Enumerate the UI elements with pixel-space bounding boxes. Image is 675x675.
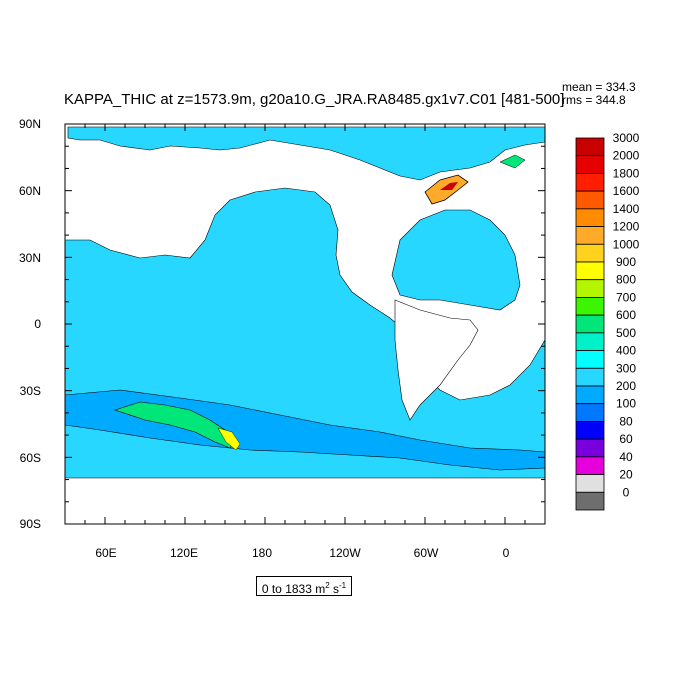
rms-stat: rms = 344.8 [562,93,626,107]
lon-label-60e: 60E [95,546,116,560]
colorbar-label: 40 [619,450,633,464]
colorbar: 3000200018001600140012001000900800700600… [575,131,640,511]
colorbar-box [575,456,605,475]
colorbar-box [575,474,605,493]
mean-stat: mean = 334.3 [562,80,636,94]
colorbar-label: 800 [616,273,636,287]
colorbar-label: 0 [623,485,630,499]
colorbar-label: 1400 [613,202,640,216]
colorbar-box [575,403,605,422]
colorbar-label: 1000 [613,237,640,251]
colorbar-label: 100 [616,397,636,411]
colorbar-label: 3000 [613,131,640,145]
lat-label-90s: 90S [20,517,41,531]
colorbar-box [575,226,605,245]
colorbar-label: 700 [616,290,636,304]
colorbar-label: 1200 [613,220,640,234]
lat-label-30n: 30N [19,251,41,265]
arctic-ocean [67,126,545,181]
lat-label-90n: 90N [19,117,41,131]
range-label: 0 to 1833 m2 s-1 [256,576,352,596]
colorbar-label: 2000 [613,149,640,163]
colorbar-box [575,261,605,281]
colorbar-label: 300 [616,361,636,375]
colorbar-box [575,155,605,174]
lon-label-60w: 60W [414,546,439,560]
colorbar-label: 200 [616,379,636,393]
colorbar-box [575,190,605,210]
range-sup2: -1 [339,581,347,590]
range-sup1: 2 [325,581,330,590]
colorbar-box [575,314,605,334]
lon-axis: 60E 120E 180 120W 60W 0 [95,546,509,560]
atlantic-ocean [391,209,521,311]
plot-title: KAPPA_THIC at z=1573.9m, g20a10.G_JRA.RA… [64,91,564,108]
map-field [65,124,545,524]
lon-label-180: 180 [252,546,272,560]
colorbar-box [575,208,605,227]
colorbar-box [575,421,605,440]
colorbar-label: 60 [619,432,633,446]
colorbar-label: 1600 [613,184,640,198]
colorbar-label: 500 [616,326,636,340]
lat-label-30s: 30S [20,384,41,398]
nordic-spot [499,154,526,169]
colorbar-box [575,491,605,511]
colorbar-box [575,279,605,298]
africa-land [394,299,479,421]
lon-label-0: 0 [503,546,510,560]
labrador-core [440,182,458,190]
lat-label-0: 0 [34,317,41,331]
colorbar-label: 20 [619,468,633,482]
colorbar-box [575,385,605,405]
colorbar-box [575,137,605,157]
axis-ticks [64,123,546,525]
lat-label-60n: 60N [19,184,41,198]
lon-label-120w: 120W [329,546,361,560]
lat-axis: 90N 60N 30N 0 30S 60S 90S [19,117,41,531]
range-mid: s [329,582,340,596]
colorbar-box [575,297,605,316]
antarctica-land [65,480,545,524]
colorbar-label: 600 [616,308,636,322]
colorbar-box [575,350,605,369]
lon-label-120e: 120E [170,546,198,560]
lat-label-60s: 60S [20,451,41,465]
drake-core [217,427,241,451]
colorbar-box [575,332,605,351]
colorbar-label: 400 [616,344,636,358]
colorbar-box [575,243,605,263]
colorbar-box [575,367,605,387]
colorbar-label: 80 [619,414,633,428]
colorbar-box [575,438,605,458]
range-prefix: 0 to 1833 m [261,582,326,596]
colorbar-label: 900 [616,255,636,269]
colorbar-box [575,173,605,192]
colorbar-label: 1800 [613,166,640,180]
